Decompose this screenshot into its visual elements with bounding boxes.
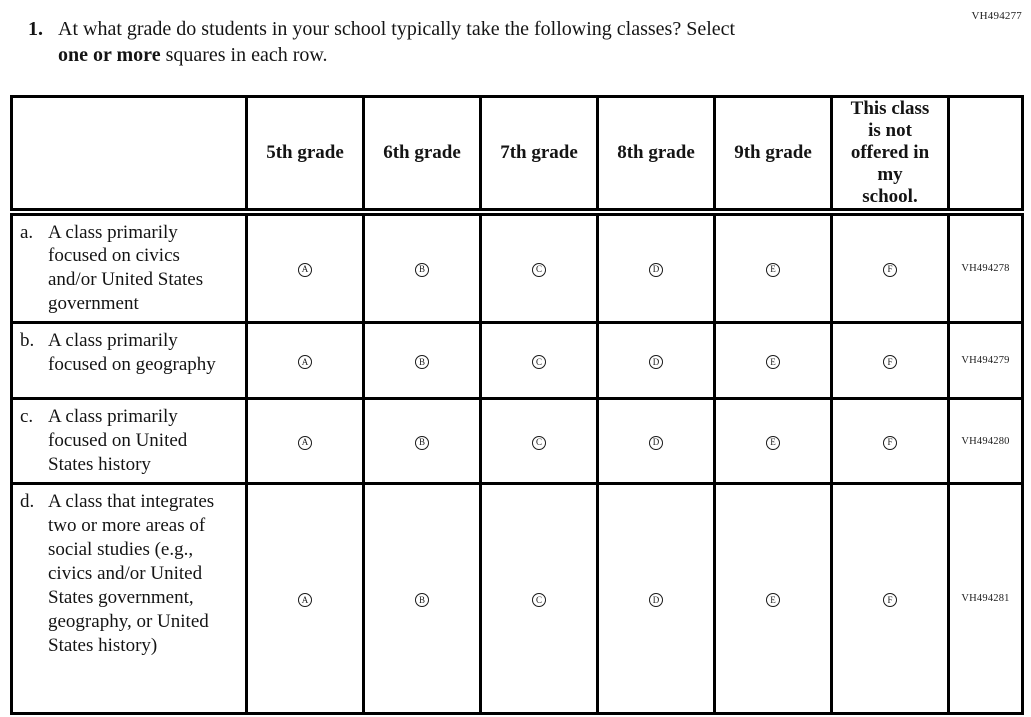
option-cell: D (596, 397, 716, 486)
option-bubble-f[interactable]: F (883, 593, 897, 608)
option-bubble-e[interactable]: E (766, 262, 780, 277)
option-bubble-f[interactable]: F (883, 435, 897, 450)
question-text-rest: squares in each row. (160, 44, 328, 66)
not-offered-line: my (877, 163, 903, 185)
option-cell: E (713, 321, 833, 401)
option-cell: B (362, 482, 482, 716)
option-bubble-b[interactable]: B (415, 435, 429, 450)
row-letter: d. (20, 491, 35, 513)
option-cell: C (479, 209, 599, 325)
option-cell: B (362, 397, 482, 486)
column-header-7th-grade: 7th grade (479, 95, 599, 216)
option-bubble-a[interactable]: A (298, 435, 312, 450)
option-bubble-c[interactable]: C (532, 262, 546, 277)
option-cell: F (830, 209, 950, 325)
option-cell: D (596, 321, 716, 401)
column-header-5th-grade: 5th grade (245, 95, 365, 216)
option-cell: F (830, 397, 950, 486)
row-label: A class primarily focused on geography (48, 330, 216, 376)
option-cell: C (479, 482, 599, 716)
option-bubble-e[interactable]: E (766, 593, 780, 608)
option-bubble-a[interactable]: A (298, 262, 312, 277)
option-bubble-f[interactable]: F (883, 355, 897, 370)
header-row: 5th grade 6th grade 7th grade 8th grade … (10, 95, 1024, 216)
option-bubble-c[interactable]: C (532, 593, 546, 608)
row-label: A class that integrates two or more area… (48, 491, 215, 656)
option-cell: A (245, 482, 365, 716)
option-bubble-d[interactable]: D (649, 593, 663, 608)
row-code: VH494279 (947, 321, 1024, 401)
column-header-6th-grade: 6th grade (362, 95, 482, 216)
option-bubble-e[interactable]: E (766, 355, 780, 370)
option-cell: E (713, 397, 833, 486)
blank-header-cell (10, 95, 248, 216)
option-bubble-e[interactable]: E (766, 435, 780, 450)
not-offered-line: school. (862, 185, 918, 207)
row-label-cell: a. A class primarily focused on civics a… (10, 209, 248, 325)
option-bubble-d[interactable]: D (649, 355, 663, 370)
option-cell: F (830, 482, 950, 716)
not-offered-line: offered in (850, 141, 930, 163)
row-label: A class primarily focused on United Stat… (48, 406, 188, 476)
table-row-d: d. A class that integrates two or more a… (10, 482, 1024, 716)
row-code: VH494280 (947, 397, 1024, 486)
column-header-not-offered: This class is not offered in my school. (830, 95, 950, 216)
option-bubble-c[interactable]: C (532, 435, 546, 450)
option-bubble-f[interactable]: F (883, 262, 897, 277)
option-bubble-b[interactable]: B (415, 355, 429, 370)
option-cell: B (362, 321, 482, 401)
option-bubble-c[interactable]: C (532, 355, 546, 370)
question-text-bold: one or more (58, 44, 161, 66)
option-cell: E (713, 482, 833, 716)
row-letter: a. (20, 221, 34, 243)
option-cell: B (362, 209, 482, 325)
row-letter: b. (20, 330, 35, 352)
not-offered-line: This class (850, 98, 930, 120)
option-cell: E (713, 209, 833, 325)
not-offered-line: is not (868, 119, 912, 141)
question-block: 1. At what grade do students in your sch… (28, 16, 908, 68)
option-bubble-d[interactable]: D (649, 262, 663, 277)
column-header-9th-grade: 9th grade (713, 95, 833, 216)
question-text: At what grade do students in your school… (58, 16, 735, 68)
option-cell: D (596, 209, 716, 325)
row-code: VH494281 (947, 482, 1024, 716)
option-bubble-b[interactable]: B (415, 262, 429, 277)
table-row-a: a. A class primarily focused on civics a… (10, 209, 1024, 325)
option-bubble-a[interactable]: A (298, 355, 312, 370)
question-number: 1. (28, 18, 43, 40)
option-bubble-d[interactable]: D (649, 435, 663, 450)
row-label-cell: b. A class primarily focused on geograph… (10, 321, 248, 401)
form-code: VH494277 (971, 10, 1022, 22)
table-row-c: c. A class primarily focused on United S… (10, 397, 1024, 486)
row-label-cell: d. A class that integrates two or more a… (10, 482, 248, 716)
column-header-8th-grade: 8th grade (596, 95, 716, 216)
option-cell: C (479, 321, 599, 401)
option-cell: A (245, 209, 365, 325)
option-cell: F (830, 321, 950, 401)
option-bubble-a[interactable]: A (298, 593, 312, 608)
row-label: A class primarily focused on civics and/… (48, 221, 204, 315)
response-grid-table: 5th grade 6th grade 7th grade 8th grade … (10, 95, 1024, 716)
table-row-b: b. A class primarily focused on geograph… (10, 321, 1024, 401)
option-cell: A (245, 321, 365, 401)
blank-header-code-cell (947, 95, 1024, 216)
row-letter: c. (20, 406, 34, 428)
option-cell: A (245, 397, 365, 486)
question-text-line1: At what grade do students in your school… (58, 18, 736, 40)
option-bubble-b[interactable]: B (415, 593, 429, 608)
row-code: VH494278 (947, 209, 1024, 325)
row-label-cell: c. A class primarily focused on United S… (10, 397, 248, 486)
option-cell: D (596, 482, 716, 716)
option-cell: C (479, 397, 599, 486)
